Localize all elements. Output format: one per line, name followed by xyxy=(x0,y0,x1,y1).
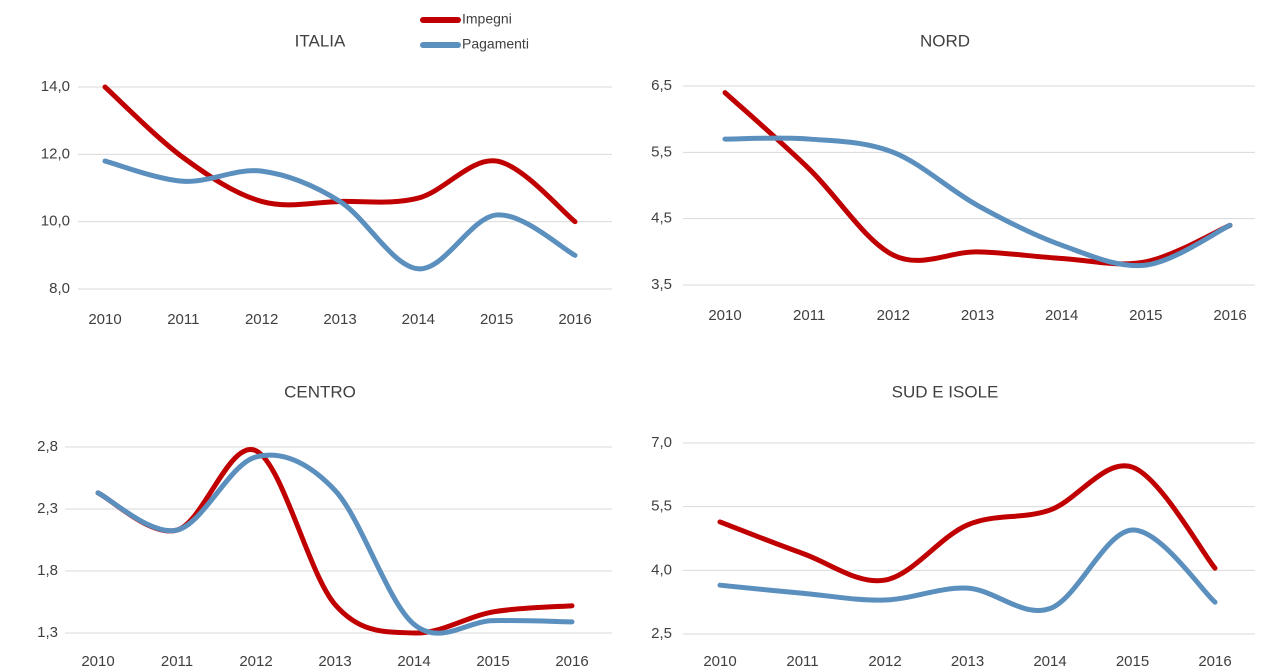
x-tick-label: 2014 xyxy=(402,311,435,328)
y-tick-label: 6,5 xyxy=(651,77,672,94)
x-tick-label: 2013 xyxy=(961,307,994,324)
legend-label: Impegni xyxy=(462,11,512,27)
x-tick-label: 2012 xyxy=(239,653,272,670)
y-tick-label: 12,0 xyxy=(41,145,70,162)
x-tick-label: 2011 xyxy=(167,311,199,328)
x-tick-label: 2011 xyxy=(786,653,818,670)
x-tick-label: 2016 xyxy=(558,311,591,328)
x-tick-label: 2015 xyxy=(1129,307,1162,324)
x-tick-label: 2010 xyxy=(708,307,741,324)
x-tick-label: 2016 xyxy=(555,653,588,670)
chart-title: NORD xyxy=(920,31,970,50)
x-tick-label: 2013 xyxy=(951,653,984,670)
y-tick-label: 5,5 xyxy=(651,498,672,515)
x-tick-label: 2013 xyxy=(318,653,351,670)
chart-title: SUD E ISOLE xyxy=(892,382,999,401)
x-tick-label: 2013 xyxy=(323,311,356,328)
x-tick-label: 2015 xyxy=(476,653,509,670)
y-tick-label: 2,3 xyxy=(37,500,58,517)
series-line xyxy=(102,158,578,272)
x-tick-label: 2011 xyxy=(161,653,193,670)
y-tick-label: 4,5 xyxy=(651,210,672,227)
series-line xyxy=(95,452,575,636)
x-tick-label: 2016 xyxy=(1213,307,1246,324)
y-tick-label: 8,0 xyxy=(49,280,70,297)
x-tick-label: 2015 xyxy=(1116,653,1149,670)
x-tick-label: 2010 xyxy=(88,311,121,328)
legend-label: Pagamenti xyxy=(462,36,529,52)
x-tick-label: 2016 xyxy=(1198,653,1231,670)
series-line xyxy=(95,447,575,636)
y-tick-label: 4,0 xyxy=(651,561,672,578)
x-tick-label: 2011 xyxy=(793,307,825,324)
series-line xyxy=(717,463,1218,584)
x-tick-label: 2012 xyxy=(877,307,910,324)
chart-title: ITALIA xyxy=(295,31,346,50)
x-tick-label: 2012 xyxy=(868,653,901,670)
x-tick-label: 2014 xyxy=(397,653,430,670)
y-tick-label: 5,5 xyxy=(651,143,672,160)
chart-title: CENTRO xyxy=(284,382,356,401)
y-tick-label: 14,0 xyxy=(41,78,70,95)
x-tick-label: 2010 xyxy=(81,653,114,670)
y-tick-label: 10,0 xyxy=(41,213,70,230)
y-tick-label: 2,8 xyxy=(37,438,58,455)
y-tick-label: 2,5 xyxy=(651,625,672,642)
x-tick-label: 2014 xyxy=(1045,307,1078,324)
y-tick-label: 7,0 xyxy=(651,434,672,451)
y-tick-label: 3,5 xyxy=(651,276,672,293)
y-tick-label: 1,3 xyxy=(37,624,58,641)
x-tick-label: 2010 xyxy=(703,653,736,670)
series-line xyxy=(717,527,1218,613)
series-line xyxy=(722,135,1233,269)
x-tick-label: 2014 xyxy=(1033,653,1066,670)
series-line xyxy=(722,90,1233,267)
x-tick-label: 2015 xyxy=(480,311,513,328)
y-tick-label: 1,8 xyxy=(37,562,58,579)
x-tick-label: 2012 xyxy=(245,311,278,328)
